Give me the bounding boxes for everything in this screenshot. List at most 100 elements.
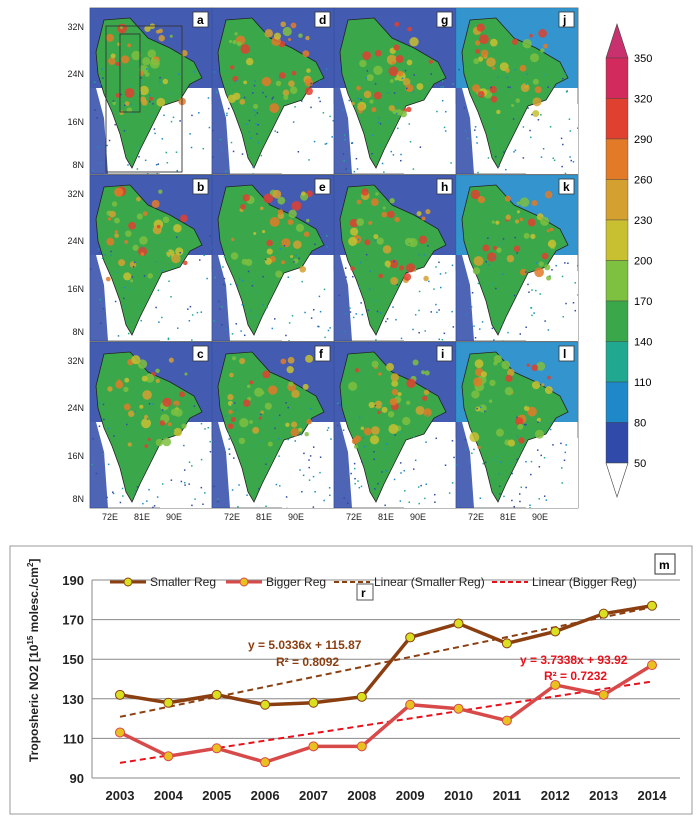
colorbar-label: 260 bbox=[634, 175, 652, 187]
legend-marker-bigger bbox=[239, 577, 249, 587]
lat-label: 16N bbox=[67, 284, 84, 294]
colorbar-segment bbox=[605, 300, 629, 342]
map-panel-i: i bbox=[333, 341, 457, 509]
lat-label: 16N bbox=[67, 451, 84, 461]
map-panel-h: h bbox=[333, 174, 457, 342]
map-panels-figure: a b c d e f g h i j k l 32N 24N 16N 8N 32N 24N 16N 8N 32N 24… bbox=[67, 7, 652, 520]
colorbar: 350 320 290 260 230 200 170 140 110 80 50 bbox=[605, 23, 652, 498]
colorbar-segment bbox=[605, 422, 629, 464]
panel-letter-d: d bbox=[319, 13, 326, 27]
lat-label: 32N bbox=[67, 189, 84, 199]
lon-label: 81E bbox=[256, 512, 272, 520]
colorbar-segment bbox=[605, 138, 629, 180]
panel-letter-b: b bbox=[197, 180, 204, 194]
map-panel-j: j bbox=[455, 7, 579, 175]
y-tick-label: 190 bbox=[62, 573, 84, 588]
colorbar-label: 110 bbox=[634, 377, 652, 389]
legend-label-lin-bigger: Linear (Bigger Reg) bbox=[532, 575, 637, 589]
map-panel-c: c bbox=[89, 341, 213, 509]
series-line-bigger bbox=[119, 663, 653, 764]
legend-label-smaller: Smaller Reg bbox=[150, 575, 216, 589]
map-panel-k: k bbox=[455, 174, 579, 342]
lat-label: 16N bbox=[67, 117, 84, 127]
colorbar-segment bbox=[605, 57, 629, 99]
data-point-smaller bbox=[453, 618, 464, 629]
lat-label: 32N bbox=[67, 22, 84, 32]
y-tick-labels: 90 110 130 150 170 190 bbox=[62, 573, 84, 786]
map-panel-g: g bbox=[333, 7, 457, 175]
data-point-bigger bbox=[308, 741, 319, 752]
panel-letter-i: i bbox=[441, 347, 444, 361]
panel-letter-h: h bbox=[441, 180, 448, 194]
lon-label: 90E bbox=[532, 512, 548, 520]
lon-label: 72E bbox=[346, 512, 362, 520]
trend-lines bbox=[119, 606, 653, 764]
latitude-labels: 32N 24N 16N 8N 32N 24N 16N 8N 32N 24N 16N 8N bbox=[67, 22, 84, 504]
chart-gridlines bbox=[91, 579, 680, 779]
y-tick-label: 150 bbox=[62, 652, 84, 667]
colorbar-top-arrow bbox=[605, 23, 629, 59]
colorbar-segment bbox=[605, 179, 629, 221]
colorbar-label: 200 bbox=[634, 256, 652, 268]
data-point-smaller bbox=[550, 626, 561, 637]
colorbar-segment bbox=[605, 98, 629, 140]
colorbar-label: 50 bbox=[634, 458, 646, 470]
lon-label: 90E bbox=[288, 512, 304, 520]
panel-letter-e: e bbox=[319, 180, 326, 194]
data-point-smaller bbox=[211, 689, 222, 700]
chart-frame bbox=[9, 545, 693, 815]
legend-marker-smaller bbox=[123, 577, 133, 587]
data-point-smaller bbox=[647, 600, 657, 611]
data-point-bigger bbox=[453, 703, 464, 714]
lon-label: 72E bbox=[224, 512, 240, 520]
data-point-bigger bbox=[260, 757, 271, 768]
data-point-bigger bbox=[647, 660, 657, 671]
colorbar-label: 80 bbox=[634, 418, 646, 430]
x-tick-label: 2007 bbox=[299, 788, 328, 803]
x-tick-label: 2011 bbox=[493, 788, 521, 803]
legend-letter-box bbox=[356, 583, 374, 601]
map-panel-l: l bbox=[455, 341, 579, 509]
map-panel-f: f bbox=[211, 341, 335, 509]
lat-label: 24N bbox=[67, 403, 84, 413]
trend-line-smaller bbox=[119, 606, 653, 718]
y-tick-label: 130 bbox=[62, 692, 84, 707]
lat-label: 24N bbox=[67, 69, 84, 79]
data-point-bigger bbox=[211, 743, 222, 754]
data-point-smaller bbox=[115, 689, 125, 700]
data-point-smaller bbox=[598, 608, 609, 619]
y-tick-label: 170 bbox=[62, 613, 84, 628]
panel-letter-box-m bbox=[654, 553, 676, 575]
colorbar-label: 170 bbox=[634, 296, 652, 308]
equation-smaller: y = 5.0336x + 115.87 bbox=[248, 638, 362, 652]
map-panel-a: a bbox=[89, 7, 213, 175]
x-tick-label: 2014 bbox=[638, 788, 668, 803]
data-point-bigger bbox=[598, 689, 609, 700]
series-points bbox=[115, 600, 657, 768]
y-axis-label: Troposheric NO2 [1015 molesc./cm2] bbox=[26, 559, 41, 762]
data-point-smaller bbox=[405, 632, 416, 643]
colorbar-segment bbox=[605, 219, 629, 261]
panel-letter-m: m bbox=[659, 558, 670, 572]
x-tick-label: 2012 bbox=[541, 788, 570, 803]
x-tick-label: 2009 bbox=[396, 788, 425, 803]
legend-label-lin-smaller: Linear (Smaller Reg) bbox=[374, 575, 485, 589]
map-panel-b: b bbox=[89, 174, 213, 342]
data-point-smaller bbox=[308, 697, 319, 708]
map-panel-d: d bbox=[211, 7, 335, 175]
lon-label: 72E bbox=[468, 512, 484, 520]
colorbar-segment bbox=[605, 341, 629, 383]
data-point-smaller bbox=[163, 697, 174, 708]
series-line-smaller bbox=[119, 604, 653, 707]
lon-label: 81E bbox=[500, 512, 516, 520]
lat-label: 8N bbox=[72, 160, 84, 170]
map-panels-grid: a b c d e f g h i j k l bbox=[89, 7, 579, 509]
r2-bigger: R² = 0.7232 bbox=[544, 669, 607, 683]
lat-label: 8N bbox=[72, 327, 84, 337]
data-point-smaller bbox=[501, 638, 512, 649]
data-point-bigger bbox=[550, 679, 561, 690]
data-point-bigger bbox=[356, 741, 367, 752]
colorbar-bottom-arrow bbox=[605, 462, 629, 498]
panel-letter-j: j bbox=[562, 13, 566, 27]
